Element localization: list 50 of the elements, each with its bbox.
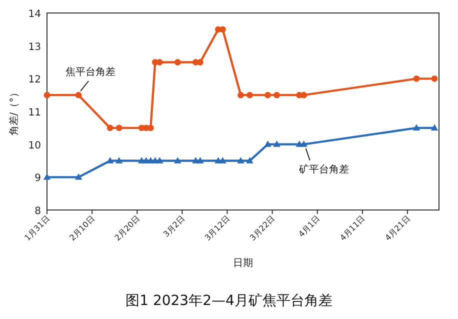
series-label: 矿平台角差	[298, 163, 349, 176]
point	[430, 124, 438, 131]
point	[115, 156, 123, 164]
point	[75, 92, 82, 98]
x-tick-label: 4月1日	[296, 214, 322, 239]
point	[274, 92, 280, 98]
point	[412, 124, 420, 131]
point	[300, 140, 308, 147]
point	[431, 75, 438, 82]
x-tick-label: 2月20日	[113, 214, 142, 243]
point	[246, 156, 254, 164]
point	[106, 156, 114, 164]
point	[237, 156, 244, 164]
x-tick-label: 1月31日	[22, 214, 52, 243]
y-axis-title: 角差/（°）	[8, 87, 20, 136]
point	[74, 173, 82, 180]
point	[156, 156, 164, 164]
point	[219, 156, 226, 164]
x-tick-label: 3月2日	[162, 214, 187, 239]
point	[44, 92, 50, 98]
point	[264, 92, 271, 98]
point	[220, 26, 226, 33]
y-tick-label: 11	[28, 108, 41, 118]
point	[238, 92, 244, 98]
y-tick-label: 10	[28, 140, 41, 152]
x-tick-label: 2月10日	[68, 214, 96, 243]
y-tick-label: 14	[28, 9, 41, 20]
point	[43, 173, 51, 180]
x-tick-label: 4月21日	[383, 214, 412, 243]
text: 图1 2023年2—4月矿焦平台角差	[126, 293, 332, 309]
point	[273, 140, 280, 147]
point	[116, 124, 122, 132]
x-axis-title: 日期	[233, 257, 253, 269]
point	[106, 124, 114, 132]
y-tick-label: 13	[28, 42, 41, 53]
point	[174, 156, 182, 164]
point	[413, 75, 420, 82]
point	[174, 59, 181, 66]
point	[300, 92, 308, 98]
point	[196, 156, 204, 164]
point	[147, 124, 154, 132]
point	[264, 140, 272, 147]
y-tick-label: 8	[34, 206, 41, 217]
y-tick-label: 12	[28, 74, 41, 86]
y-tick-label: 9	[34, 173, 41, 184]
series-label: 焦平台角差	[66, 66, 116, 78]
x-tick-label: 3月12日	[203, 214, 232, 243]
x-tick-label: 3月22日	[248, 214, 277, 243]
point	[246, 92, 253, 98]
x-tick-label: 4月11日	[338, 214, 367, 243]
